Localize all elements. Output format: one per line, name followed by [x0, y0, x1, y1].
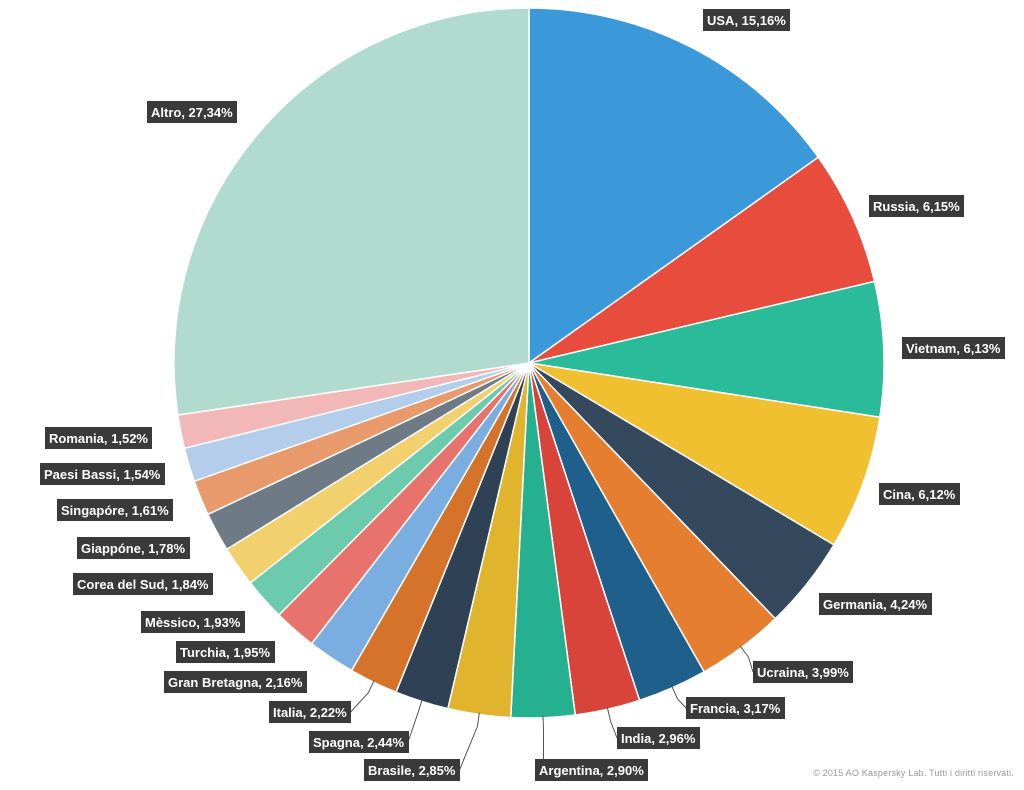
slice-vietnam: [528, 280, 885, 419]
leader-argentina: [542, 715, 544, 770]
label-text-singapore: Singapóre, 1,61%: [61, 503, 169, 518]
label-italia: Italia, 2,22%: [269, 701, 351, 723]
slice-cina: [528, 362, 881, 546]
label-text-brasile: Brasile, 2,85%: [368, 763, 456, 778]
leader-brasile: [459, 712, 480, 771]
label-box-italia: [269, 701, 351, 723]
slice-altro: [173, 7, 530, 416]
label-text-paesi-bassi: Paesi Bassi, 1,54%: [44, 467, 161, 482]
label-box-romania: [45, 427, 152, 449]
label-text-francia: Francia, 3,17%: [690, 701, 781, 716]
label-india: India, 2,96%: [617, 727, 700, 749]
leader-italia: [350, 680, 375, 713]
label-box-germania: [819, 593, 932, 615]
label-text-messico: Mèssico, 1,93%: [145, 615, 241, 630]
label-text-gran-bretagna: Gran Bretagna, 2,16%: [168, 675, 303, 690]
label-box-messico: [141, 611, 245, 633]
label-box-paesi-bassi: [40, 463, 165, 485]
label-germania: Germania, 4,24%: [819, 593, 932, 615]
label-russia: Russia, 6,15%: [869, 195, 964, 217]
copyright-notice: © 2015 AO Kaspersky Lab. Tutti i diritti…: [813, 768, 1014, 778]
label-box-altro: [147, 101, 237, 123]
label-box-argentina: [535, 759, 648, 781]
label-box-usa: [703, 9, 790, 31]
label-gran-bretagna: Gran Bretagna, 2,16%: [164, 671, 307, 693]
label-box-giappone: [77, 537, 190, 559]
label-box-india: [617, 727, 700, 749]
label-usa: USA, 15,16%: [703, 9, 790, 31]
label-box-ucraina: [753, 661, 853, 683]
label-text-giappone: Giappóne, 1,78%: [81, 541, 185, 556]
label-text-spagna: Spagna, 2,44%: [313, 735, 404, 750]
leader-india: [606, 707, 618, 739]
label-text-italia: Italia, 2,22%: [273, 705, 347, 720]
label-corea-del-sud: Corea del Sud, 1,84%: [73, 573, 213, 595]
label-paesi-bassi: Paesi Bassi, 1,54%: [40, 463, 165, 485]
label-box-spagna: [309, 731, 409, 753]
label-text-russia: Russia, 6,15%: [873, 199, 960, 214]
label-box-turchia: [176, 641, 275, 663]
label-text-germania: Germania, 4,24%: [823, 597, 927, 612]
label-vietnam: Vietnam, 6,13%: [902, 337, 1005, 359]
label-singapore: Singapóre, 1,61%: [57, 499, 173, 521]
label-text-ucraina: Ucraina, 3,99%: [757, 665, 849, 680]
leader-spagna: [407, 699, 423, 743]
label-box-russia: [869, 195, 964, 217]
label-argentina: Argentina, 2,90%: [535, 759, 648, 781]
label-giappone: Giappóne, 1,78%: [77, 537, 190, 559]
label-cina: Cina, 6,12%: [879, 483, 960, 505]
leader-lines: [350, 645, 754, 771]
label-spagna: Spagna, 2,44%: [309, 731, 409, 753]
label-text-usa: USA, 15,16%: [707, 13, 786, 28]
pie-slices: [173, 7, 885, 719]
label-box-cina: [879, 483, 960, 505]
label-altro: Altro, 27,34%: [147, 101, 237, 123]
leader-ucraina: [739, 645, 754, 673]
label-box-singapore: [57, 499, 173, 521]
label-text-turchia: Turchia, 1,95%: [180, 645, 271, 660]
leader-francia: [671, 685, 687, 709]
label-text-india: India, 2,96%: [621, 731, 696, 746]
label-francia: Francia, 3,17%: [686, 697, 785, 719]
label-ucraina: Ucraina, 3,99%: [753, 661, 853, 683]
slice-labels: USA, 15,16% Russia, 6,15% Vietnam, 6,13% Ci…: [40, 9, 1005, 781]
label-box-gran-bretagna: [164, 671, 307, 693]
label-messico: Mèssico, 1,93%: [141, 611, 245, 633]
label-text-corea-del-sud: Corea del Sud, 1,84%: [77, 577, 209, 592]
slice-usa: [528, 7, 820, 365]
label-text-vietnam: Vietnam, 6,13%: [906, 341, 1001, 356]
label-box-brasile: [364, 759, 460, 781]
label-box-francia: [686, 697, 785, 719]
label-text-romania: Romania, 1,52%: [49, 431, 148, 446]
label-text-cina: Cina, 6,12%: [883, 487, 956, 502]
slice-russia: [528, 156, 876, 364]
label-text-altro: Altro, 27,34%: [151, 105, 233, 120]
label-romania: Romania, 1,52%: [45, 427, 152, 449]
label-brasile: Brasile, 2,85%: [364, 759, 460, 781]
label-box-corea-del-sud: [73, 573, 213, 595]
label-turchia: Turchia, 1,95%: [176, 641, 275, 663]
label-box-vietnam: [902, 337, 1005, 359]
label-text-argentina: Argentina, 2,90%: [539, 763, 644, 778]
